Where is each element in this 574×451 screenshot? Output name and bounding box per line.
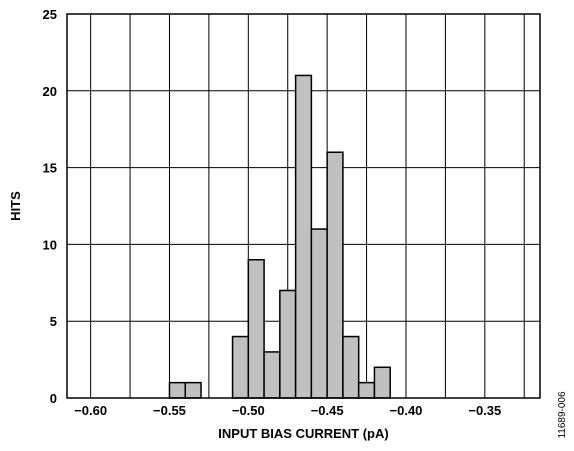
histogram-bar-9	[326, 151, 344, 399]
histogram-bar-6	[279, 289, 297, 399]
figure-code: 11689-006	[557, 391, 568, 439]
histogram-bar-10	[342, 335, 360, 399]
y-axis-title: HITS	[8, 191, 23, 221]
histogram-bar-3	[231, 335, 250, 399]
y-axis-ticks: 0 5 10 15 20 25	[43, 7, 57, 406]
histogram-bar-2	[184, 381, 202, 399]
x-tick-label: −0.55	[153, 403, 186, 418]
x-tick-label: −0.35	[468, 403, 501, 418]
x-tick-label: −0.60	[74, 403, 107, 418]
x-axis-title: INPUT BIAS CURRENT (pA)	[218, 426, 388, 441]
x-tick-label: −0.45	[311, 403, 344, 418]
y-tick-label: 25	[43, 7, 57, 22]
y-tick-label: 5	[50, 314, 57, 329]
x-tick-label: −0.40	[390, 403, 423, 418]
histogram-bar-4	[247, 259, 265, 399]
histogram-bar-8	[310, 228, 328, 399]
plot-frame	[66, 13, 541, 399]
y-tick-label: 0	[50, 391, 57, 406]
histogram-bar-7	[294, 74, 313, 399]
histogram-bar-5	[263, 351, 281, 399]
histogram-bars	[168, 74, 391, 399]
histogram-bar-12	[373, 366, 391, 399]
y-tick-label: 10	[43, 237, 57, 252]
x-tick-label: −0.50	[232, 403, 265, 418]
x-axis-ticks: −0.60 −0.55 −0.50 −0.45 −0.40 −0.35	[74, 403, 501, 418]
y-tick-label: 15	[43, 161, 57, 176]
y-tick-label: 20	[43, 84, 57, 99]
histogram-bar-1	[168, 381, 187, 399]
histogram-bar-11	[357, 381, 376, 399]
